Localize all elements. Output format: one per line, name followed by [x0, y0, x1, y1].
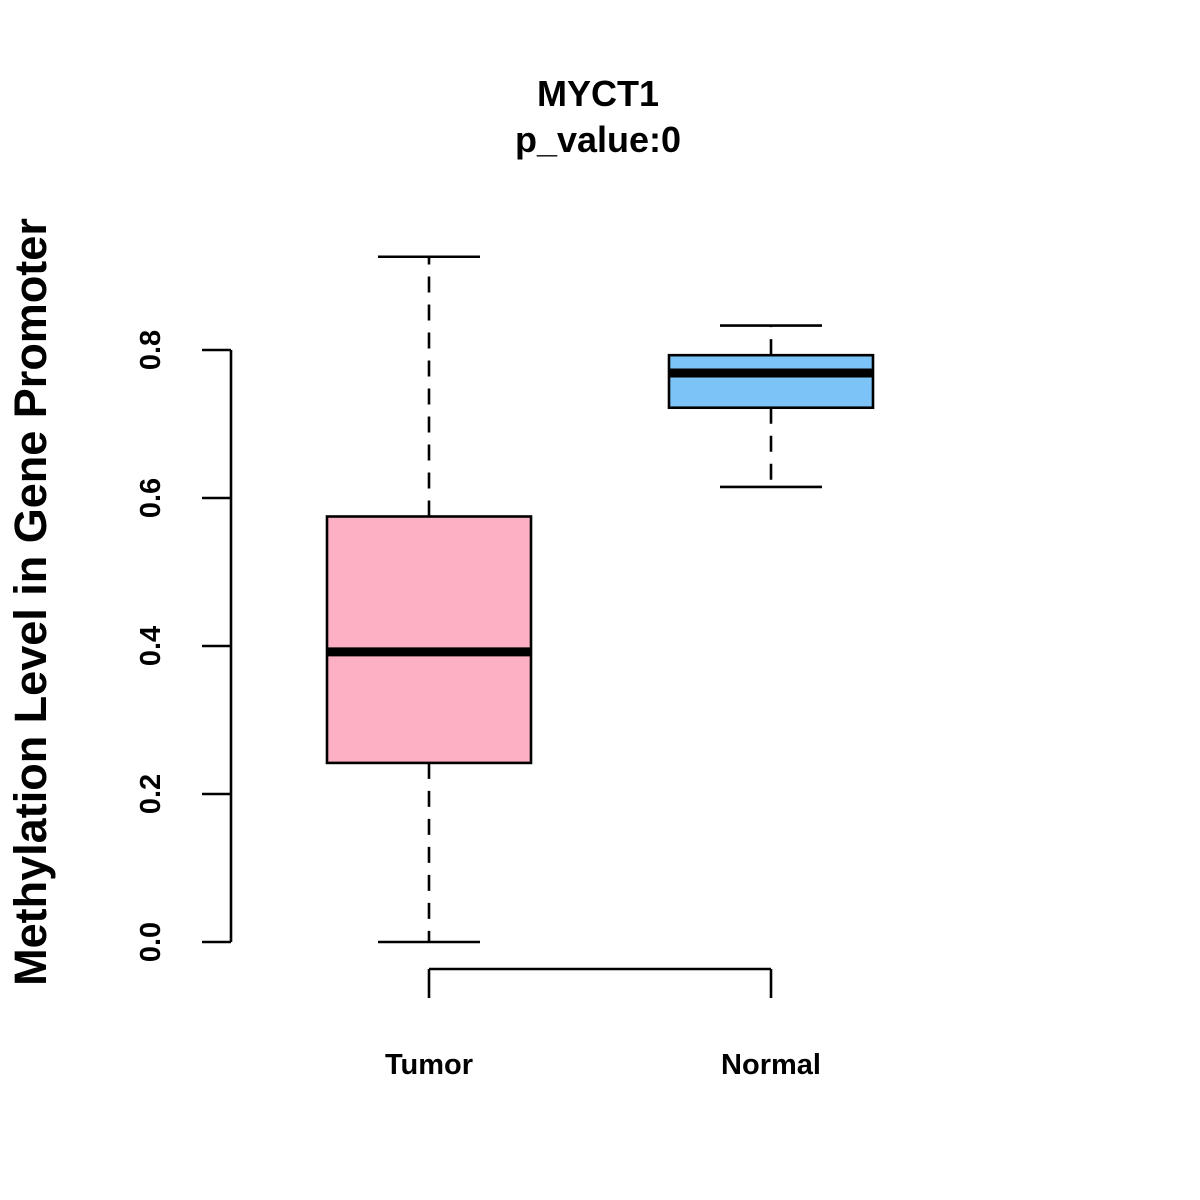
box-tumor [325, 255, 533, 944]
x-tick-label-normal: Normal [721, 1049, 821, 1081]
boxes [325, 255, 875, 944]
y-tick-label: 0.0 [135, 922, 167, 962]
chart-subtitle: p_value:0 [515, 119, 681, 160]
x-tick-label-tumor: Tumor [385, 1049, 473, 1081]
y-tick-label: 0.2 [135, 774, 167, 814]
iqr-box [325, 515, 533, 765]
y-axis: 0.0 0.2 0.4 0.6 0.8 [135, 330, 233, 962]
chart-title: MYCT1 [537, 73, 659, 114]
y-tick-label: 0.4 [135, 626, 167, 666]
x-axis: Tumor Normal [385, 967, 821, 1081]
iqr-box [667, 353, 875, 410]
box-normal [667, 324, 875, 489]
y-axis-title: Methylation Level in Gene Promoter [5, 218, 56, 986]
y-tick-label: 0.6 [135, 478, 167, 518]
y-tick-label: 0.8 [135, 330, 167, 370]
